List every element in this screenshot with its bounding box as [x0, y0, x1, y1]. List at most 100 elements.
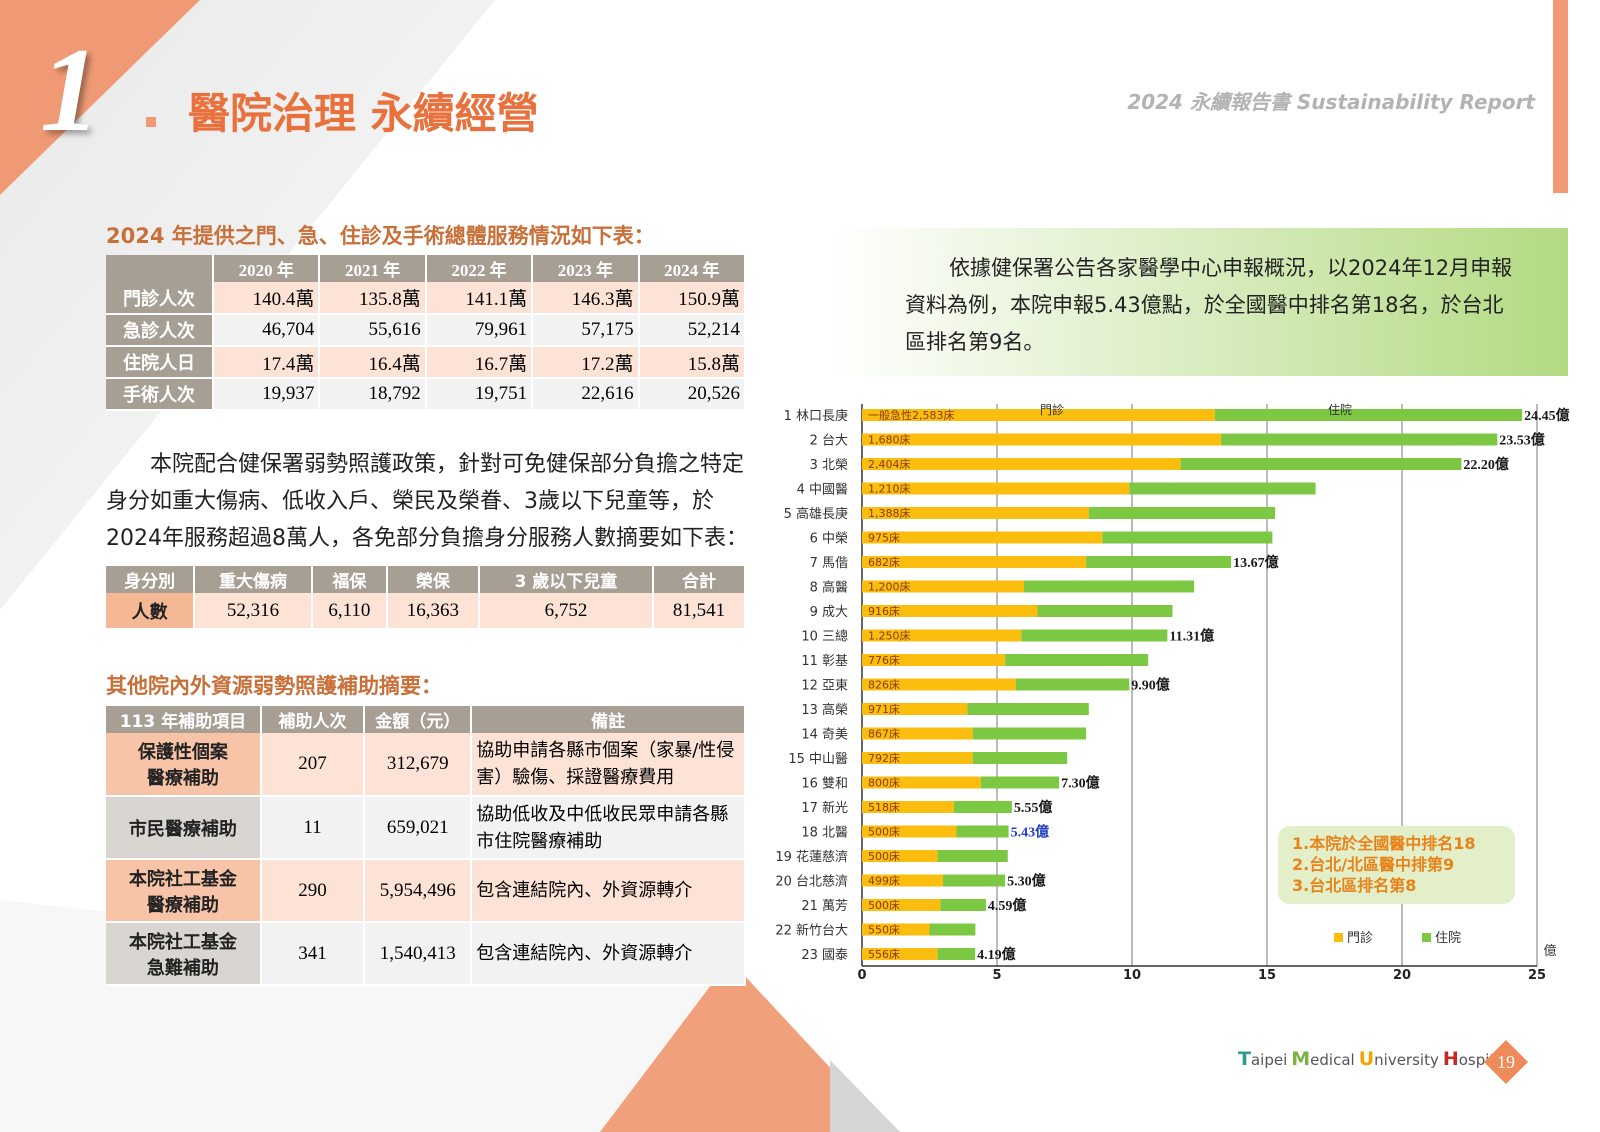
bar — [862, 801, 954, 813]
bar — [862, 654, 1006, 666]
category-label: 22 新竹台大 — [775, 923, 848, 939]
brand-rest: niversity — [1374, 1051, 1439, 1069]
bar — [862, 507, 1089, 519]
bar — [1180, 458, 1462, 470]
bed-label: 1,200床 — [868, 580, 911, 594]
bar — [972, 727, 1087, 740]
bar — [956, 825, 1009, 838]
total-label: 23.53億 — [1499, 432, 1545, 449]
x-tick-label: 15 — [1258, 968, 1276, 983]
bar — [862, 531, 1103, 544]
header-cell: 2023 年 — [532, 255, 640, 282]
report-title: 2024 永續報告書 Sustainability Report — [1127, 90, 1535, 114]
bar — [862, 556, 1087, 568]
bar — [943, 874, 1006, 887]
cell: 1,540,413 — [364, 922, 473, 986]
cell-line: 醫療補助 — [146, 894, 219, 916]
category-label: 21 萬芳 — [801, 899, 848, 914]
cell: 市民醫療補助 — [106, 796, 262, 860]
bed-label: 500床 — [868, 825, 900, 839]
category-label: 12 亞東 — [801, 678, 848, 694]
row: 市民醫療補助 11 659,021 協助低收及中低收民眾申請各縣市住院醫療補助 — [106, 796, 746, 860]
category-label: 23 國泰 — [801, 948, 848, 963]
cell: 本院社工基金 醫療補助 — [106, 859, 262, 923]
cell: 包含連結院內、外資源轉介 — [471, 859, 746, 923]
cell-line: 醫療補助 — [146, 768, 219, 789]
brand-initial: M — [1291, 1048, 1311, 1070]
cell: 659,021 — [364, 796, 473, 860]
x-tick-label: 10 — [1123, 968, 1141, 983]
bar — [862, 433, 1222, 446]
header-cell: 重大傷病 — [194, 566, 313, 593]
bar — [862, 580, 1024, 593]
bed-label: 499床 — [868, 874, 900, 888]
category-label: 7 馬偕 — [810, 555, 848, 571]
cell: 人數 — [106, 593, 196, 630]
bar — [862, 605, 1038, 617]
cell: 協助申請各縣市個案（家暴/性侵害）驗傷、採證醫療費用 — [471, 733, 746, 797]
bar — [862, 923, 930, 936]
bed-label: 975床 — [868, 531, 900, 545]
row: 本院社工基金 醫療補助 290 5,954,496 包含連結院內、外資源轉介 — [106, 859, 746, 923]
header-cell: 補助人次 — [260, 706, 366, 733]
cell: 門診人次 — [106, 282, 214, 315]
cell: 包含連結院內、外資源轉介 — [471, 922, 746, 986]
bar — [862, 825, 957, 838]
paragraph: 本院配合健保署弱勢照護政策，針對可免健保部分負擔之特定身分如重大傷病、低收入戶、… — [106, 452, 748, 551]
legend-swatch — [1422, 933, 1431, 942]
chapter-title: 醫院治理 永續經營 — [188, 89, 539, 138]
cell: 79,961 — [425, 314, 534, 347]
row: 門診人次 140.4萬 135.8萬 141.1萬 146.3萬 150.9萬 — [106, 282, 747, 315]
deco-dot — [146, 117, 156, 127]
bar — [953, 801, 1012, 813]
bar — [862, 899, 941, 911]
bed-label: 826床 — [868, 678, 900, 692]
header-row: 身分別 重大傷病 福保 榮保 3 歲以下兒童 合計 — [106, 566, 746, 593]
bar — [967, 703, 1089, 715]
legend-swatch — [1334, 933, 1343, 942]
bar — [937, 850, 1008, 862]
badge — [1484, 1040, 1528, 1084]
bed-label: 792床 — [868, 751, 900, 765]
bar — [929, 923, 976, 936]
total-label: 5.30億 — [1007, 873, 1046, 890]
header-cell — [106, 255, 214, 282]
category-label: 5 高雄長庚 — [784, 506, 848, 522]
bar — [862, 482, 1130, 495]
total-label: 22.20億 — [1463, 456, 1509, 473]
bed-label: 550床 — [868, 923, 900, 937]
table: 2020 年 2021 年 2022 年 2023 年 2024 年門診人次 140.4萬… — [106, 255, 747, 411]
cell-line: 急難補助 — [146, 957, 219, 979]
deco — [830, 1060, 900, 1132]
bed-label: 800床 — [868, 776, 900, 790]
x-tick-label: 20 — [1393, 968, 1411, 983]
cell: 6,110 — [311, 593, 388, 630]
header-cell: 福保 — [311, 566, 388, 593]
x-tick-label: 25 — [1528, 968, 1546, 983]
cell: 52,316 — [194, 593, 313, 630]
bar — [862, 703, 968, 715]
header-cell: 2021 年 — [319, 255, 427, 282]
series-header: 門診 — [1040, 402, 1064, 417]
cell: 18,792 — [319, 378, 427, 411]
table-caption: 2024 年提供之門、急、住診及手術總體服務情況如下表： — [106, 224, 655, 248]
total-label: 5.55億 — [1014, 799, 1053, 816]
bed-label: 776床 — [868, 653, 900, 667]
annotation-box — [1278, 826, 1515, 904]
cell: 5,954,496 — [364, 859, 473, 923]
cell: 312,679 — [364, 733, 473, 797]
cell: 本院社工基金 急難補助 — [106, 922, 262, 986]
header-cell: 2020 年 — [213, 255, 321, 282]
total-label: 24.45億 — [1524, 407, 1570, 424]
x-unit: 億 — [1543, 943, 1556, 959]
category-label: 1 林口長庚 — [784, 408, 848, 424]
category-label: 13 高榮 — [801, 702, 848, 718]
header-row: 2020 年 2021 年 2022 年 2023 年 2024 年 — [106, 255, 747, 282]
cell: 135.8萬 — [319, 282, 427, 315]
page-number: 19 — [1497, 1052, 1515, 1072]
bed-label: 682床 — [868, 555, 900, 569]
bar — [937, 948, 976, 960]
series-header: 住院 — [1328, 403, 1352, 417]
bed-label: 1.250床 — [868, 629, 911, 643]
